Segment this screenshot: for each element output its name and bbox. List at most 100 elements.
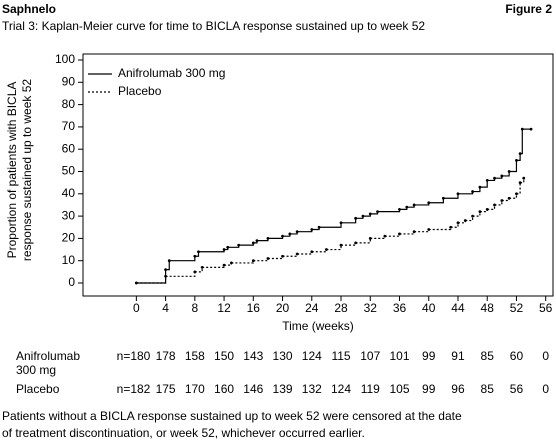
risk-count: n=180 [117,349,151,363]
step-segment [399,231,415,235]
step-segment [520,129,523,155]
step-segment [509,160,518,173]
step-segment [457,191,474,195]
step-segment [370,236,386,239]
step-segment [136,276,167,284]
risk-count: 101 [389,349,409,363]
step-segment [319,222,342,228]
risk-count: 170 [185,382,205,396]
risk-count: 60 [510,349,524,363]
risk-count: 85 [481,349,495,363]
point [515,158,518,162]
step-segment [341,242,357,246]
y-axis-label: response sustained up to week 52 [20,79,34,261]
step-segment [227,245,240,248]
x-tick-label: 36 [393,301,407,315]
step-segment [194,251,200,257]
x-tick-label: 4 [162,301,169,315]
risk-count: 119 [361,382,380,396]
plot-frame [82,53,554,297]
step-segment [501,171,510,177]
risk-row-label: 300 mg [16,363,56,377]
x-tick-label: 40 [422,301,436,315]
step-segment [428,227,452,231]
step-segment [238,242,254,246]
x-tick-label: 52 [510,301,524,315]
risk-count: 160 [214,382,234,396]
step-segment [202,265,225,268]
step-segment [256,238,269,242]
risk-count: 96 [451,382,465,396]
risk-count: 107 [360,349,380,363]
point [529,127,533,131]
x-tick-label: 24 [305,301,319,315]
figure-label: Figure 2 [505,2,552,16]
y-tick-label: 70 [62,119,76,133]
step-segment [479,180,488,188]
risk-count: 99 [422,349,436,363]
risk-count: 56 [510,382,524,396]
legend-label: Placebo [118,84,162,98]
y-tick-label: 10 [62,253,76,267]
risk-row-label: Placebo [16,382,60,396]
step-segment [520,178,525,184]
risk-count: 175 [156,382,176,396]
x-tick-label: 0 [133,301,140,315]
step-segment [297,251,313,255]
step-segment [341,218,357,224]
footnote: of treatment discontinuation, or week 52… [2,426,365,440]
y-tick-label: 50 [62,164,76,178]
step-segment [326,245,342,251]
step-segment [267,256,284,260]
x-tick-label: 12 [217,301,231,315]
step-segment [169,256,196,262]
step-segment [165,260,170,271]
step-segment [165,271,196,277]
risk-count: 85 [481,382,495,396]
risk-row-label: Anifrolumab [16,349,80,363]
y-tick-label: 80 [62,97,76,111]
x-tick-label: 44 [451,301,465,315]
x-tick-label: 48 [481,301,495,315]
risk-count: 115 [331,349,350,363]
y-tick-label: 90 [62,74,76,88]
risk-count: 105 [389,382,409,396]
risk-count: 0 [542,382,549,396]
risk-count: 146 [243,382,263,396]
step-segment [311,249,328,253]
point [515,192,518,196]
step-segment [136,269,167,284]
y-tick-label: 20 [62,231,76,245]
risk-count: 158 [185,349,205,363]
step-segment [414,202,430,206]
x-axis-label: Time (weeks) [282,319,354,333]
y-axis-label: Proportion of patients with BICLA [5,82,19,259]
step-segment [443,193,459,199]
step-segment [282,254,298,257]
step-segment [355,238,371,244]
x-tick-label: 8 [191,301,198,315]
x-tick-label: 16 [247,301,261,315]
risk-count: n=182 [117,382,151,396]
x-tick-label: 32 [364,301,378,315]
x-tick-label: 28 [334,301,348,315]
step-segment [414,229,430,233]
legend-label: Anifrolumab 300 mg [118,66,225,80]
step-segment [198,249,225,253]
step-segment [253,258,269,262]
risk-count: 124 [302,349,322,363]
risk-count: 0 [542,349,549,363]
risk-count: 132 [302,382,322,396]
risk-count: 91 [451,349,465,363]
step-segment [267,236,284,239]
risk-count: 130 [273,349,293,363]
step-segment [516,182,521,195]
risk-count: 124 [331,382,351,396]
x-tick-label: 20 [276,301,290,315]
point [522,176,526,180]
step-segment [231,260,254,264]
y-tick-label: 100 [55,52,75,66]
step-segment [472,187,481,193]
step-segment [297,229,313,233]
